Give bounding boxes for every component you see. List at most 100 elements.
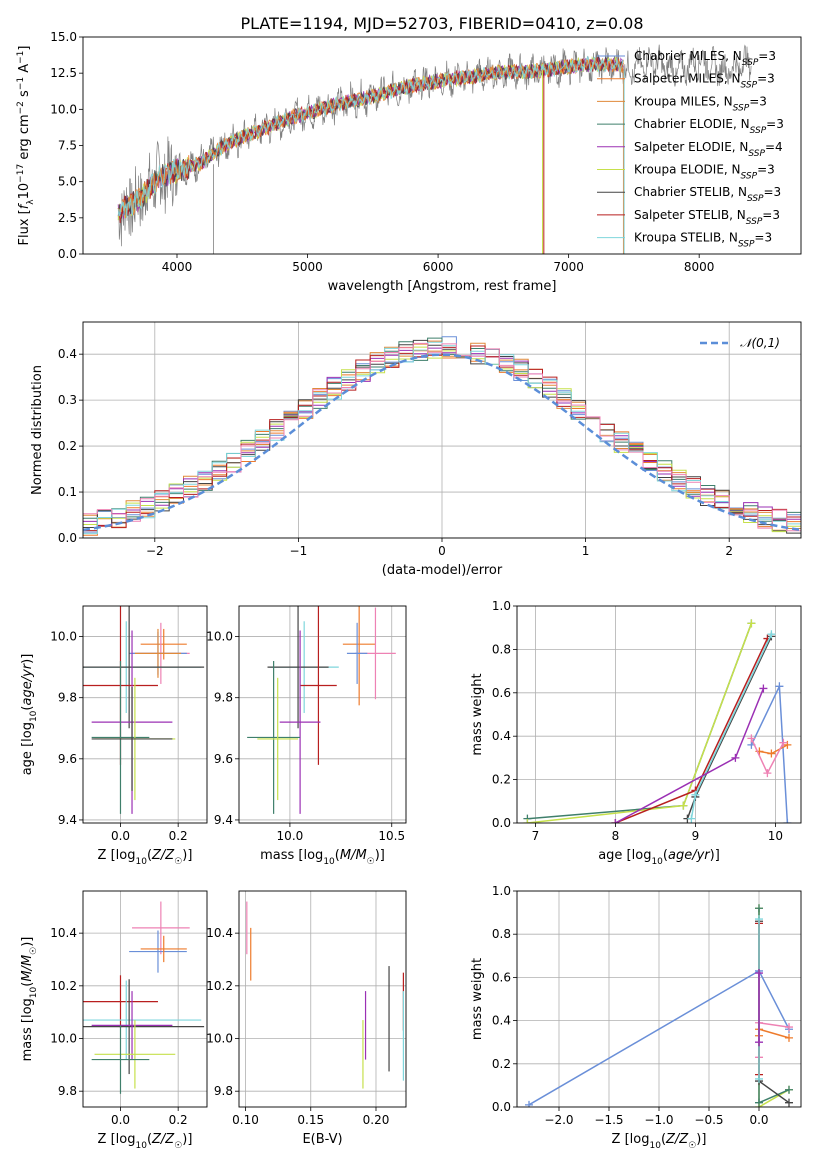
panel-mass-metallicity: 0.0 0.2 9.8 10.0 10.2 10.4 mass [log10(M/M☉)] Z… (20, 890, 208, 1151)
legend-label: Chabrier ELODIE, NSSP=3 (634, 117, 784, 136)
model-spectrum-line (117, 57, 624, 219)
y-tick-label: 0.4 (492, 1014, 511, 1028)
plot-area-mass-ebv (239, 891, 406, 1107)
y-axis-label: mass [log10(M/M☉)] (20, 937, 39, 1062)
x-tick-label: 10.5 (378, 829, 405, 843)
y-axis-label: Flux [fλ10−17 erg cm−2 s−1 A−1] (16, 46, 36, 246)
normal-reference-curve (83, 353, 801, 532)
weight-marker (785, 1098, 793, 1107)
y-tick-label: 9.8 (58, 691, 77, 705)
y-tick-label: 0.6 (492, 970, 511, 984)
y-tick-label: 10.4 (50, 926, 77, 940)
y-tick-label: 10.2 (206, 979, 233, 993)
y-tick-label: 9.4 (214, 813, 233, 827)
y-tick-label: 5.0 (58, 175, 77, 189)
x-axis-label: wavelength [Angstrom, rest frame] (328, 279, 557, 294)
model-spectrum-line (117, 55, 624, 219)
weight-marker (525, 1100, 533, 1107)
panel-spectrum: 4000 5000 6000 7000 8000 0.0 2.5 5.0 7.5 10.0 12.5… (16, 30, 802, 294)
x-tick-label: 4000 (162, 260, 193, 274)
plot-area-mass-metallicity (83, 891, 207, 1107)
legend-label: 𝒩(0,1) (740, 336, 780, 350)
axes-frame (238, 890, 407, 1108)
legend-label: Salpeter MILES, NSSP=3 (634, 72, 775, 91)
figure-title: PLATE=1194, MJD=52703, FIBERID=0410, z=0… (240, 14, 643, 33)
x-axis-label: E(B-V) (302, 1132, 342, 1147)
x-tick-label: −2 (146, 544, 164, 558)
panel-age-metallicity: 0.0 0.2 9.4 9.6 9.8 10.0 age [log10(age/yr)] Z … (20, 605, 208, 867)
y-tick-label: 9.8 (214, 1084, 233, 1098)
x-tick-label: 0 (438, 544, 446, 558)
axes-frame (82, 890, 208, 1108)
weight-marker (779, 738, 788, 747)
y-tick-label: 10.0 (206, 630, 233, 644)
y-tick-label: 0.2 (492, 773, 511, 787)
weight-marker (759, 684, 768, 693)
model-spectrum-line (117, 55, 624, 221)
weight-line (758, 908, 790, 1107)
weight-marker (755, 915, 763, 924)
x-axis-label: Z [log10(Z/Z☉)] (98, 848, 193, 867)
y-axis-label: mass weight (470, 958, 485, 1040)
y-axis-label: age [log10(age/yr)] (20, 654, 39, 776)
x-tick-label: 0.2 (169, 1113, 188, 1127)
x-tick-label: −2.0 (544, 1113, 573, 1127)
plot-area-residuals (83, 322, 801, 538)
axes-frame (516, 605, 802, 824)
y-tick-label: 0.0 (58, 531, 77, 545)
x-tick-label: −0.5 (694, 1113, 723, 1127)
weight-marker (785, 1033, 793, 1042)
legend-label: Kroupa MILES, NSSP=3 (634, 94, 767, 113)
weight-marker (679, 801, 688, 810)
weight-marker (785, 1085, 793, 1094)
y-axis-label: Normed distribution (30, 365, 45, 495)
model-spectrum-line (117, 57, 624, 218)
plot-area-spectrum (117, 44, 752, 254)
weight-marker (775, 682, 784, 691)
panel-mass-ebv: 0.10 0.15 0.20 9.8 10.0 10.2 10.4 E(B-V) (206, 890, 407, 1147)
y-tick-label: 0.4 (58, 347, 77, 361)
x-tick-label: 2 (725, 544, 733, 558)
model-spectrum-line (117, 56, 624, 219)
x-tick-label: 0.15 (297, 1113, 324, 1127)
x-axis-label: age [log10(age/yr)] (598, 848, 720, 867)
x-tick-label: −1.0 (644, 1113, 673, 1127)
legend-label: Chabrier STELIB, NSSP=3 (634, 185, 781, 204)
y-axis-label: mass weight (470, 673, 485, 755)
x-tick-label: 9 (692, 829, 700, 843)
y-tick-label: 0.2 (58, 439, 77, 453)
axes-frame (82, 605, 208, 824)
weight-marker (731, 753, 740, 762)
weight-marker (763, 769, 772, 778)
weight-line (527, 623, 753, 823)
y-tick-label: 0.8 (492, 927, 511, 941)
y-tick-label: 0.2 (492, 1057, 511, 1071)
panel-age-mass: 10.0 10.5 9.4 9.6 9.8 10.0 mass [log10(M/M☉)] (206, 605, 407, 867)
weight-marker (755, 1074, 763, 1083)
x-axis-label: mass [log10(M/M☉)] (260, 848, 385, 867)
weight-line (758, 921, 790, 1104)
y-tick-label: 0.0 (492, 816, 511, 830)
legend-label: Salpeter ELODIE, NSSP=4 (634, 140, 783, 159)
y-tick-label: 9.6 (58, 752, 77, 766)
y-tick-label: 10.0 (50, 102, 77, 116)
panel-weight-metallicity: −2.0 −1.5 −1.0 −0.5 0.0 0.0 0.2 0.4 0.6 0.8 1.0 mas… (470, 884, 802, 1151)
y-tick-label: 10.0 (206, 1032, 233, 1046)
model-spectrum-line (117, 55, 624, 219)
x-tick-label: 0.10 (232, 1113, 259, 1127)
weight-marker (691, 790, 700, 799)
weight-marker (783, 819, 792, 823)
weight-line (615, 688, 765, 823)
x-tick-label: −1 (290, 544, 308, 558)
x-tick-label: 7000 (553, 260, 584, 274)
x-tick-label: 0.20 (363, 1113, 390, 1127)
y-tick-label: 12.5 (50, 66, 77, 80)
weight-marker (767, 749, 776, 758)
weight-line (758, 1028, 790, 1039)
plot-area-age-metallicity (83, 606, 207, 823)
y-tick-label: 10.0 (50, 630, 77, 644)
weight-line (527, 623, 753, 820)
x-tick-label: −1.5 (594, 1113, 623, 1127)
legend-label: Kroupa STELIB, NSSP=3 (634, 231, 772, 250)
